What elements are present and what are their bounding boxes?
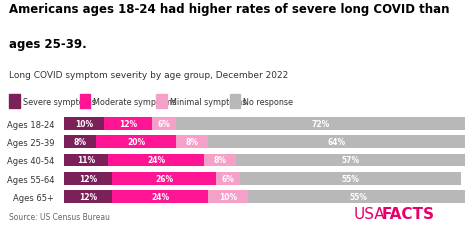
Text: Severe symptoms: Severe symptoms xyxy=(23,97,96,106)
Bar xyxy=(208,136,465,148)
Bar xyxy=(108,154,204,167)
Bar xyxy=(64,172,112,185)
Text: No response: No response xyxy=(243,97,293,106)
Bar xyxy=(64,136,96,148)
Bar xyxy=(236,154,465,167)
Bar xyxy=(152,117,176,130)
Text: Source: US Census Bureau: Source: US Census Bureau xyxy=(9,212,110,221)
Text: 24%: 24% xyxy=(147,156,165,165)
Text: 8%: 8% xyxy=(186,137,199,147)
Text: FACTS: FACTS xyxy=(382,206,435,221)
Text: 12%: 12% xyxy=(119,119,137,128)
Bar xyxy=(216,172,240,185)
Text: 8%: 8% xyxy=(73,137,87,147)
Text: 55%: 55% xyxy=(341,174,359,183)
Bar xyxy=(64,117,104,130)
Bar xyxy=(64,191,112,203)
Bar xyxy=(104,117,152,130)
Text: Americans ages 18-24 had higher rates of severe long COVID than: Americans ages 18-24 had higher rates of… xyxy=(9,3,450,16)
Bar xyxy=(176,117,465,130)
Text: 64%: 64% xyxy=(327,137,346,147)
Bar xyxy=(204,154,236,167)
Text: USA: USA xyxy=(353,206,385,221)
Text: 10%: 10% xyxy=(75,119,93,128)
Text: Minimal symptoms: Minimal symptoms xyxy=(170,97,246,106)
Bar xyxy=(176,136,208,148)
Text: 10%: 10% xyxy=(219,192,237,202)
Text: ages 25-39.: ages 25-39. xyxy=(9,38,87,51)
Bar xyxy=(112,172,216,185)
Bar xyxy=(96,136,176,148)
Text: 72%: 72% xyxy=(311,119,329,128)
Text: 12%: 12% xyxy=(79,192,97,202)
Text: 6%: 6% xyxy=(222,174,235,183)
Text: Long COVID symptom severity by age group, December 2022: Long COVID symptom severity by age group… xyxy=(9,71,289,80)
Text: 11%: 11% xyxy=(77,156,95,165)
Bar xyxy=(64,154,108,167)
Text: 12%: 12% xyxy=(79,174,97,183)
Bar xyxy=(208,191,248,203)
Text: 20%: 20% xyxy=(127,137,145,147)
Text: Moderate symptoms: Moderate symptoms xyxy=(93,97,176,106)
Text: 55%: 55% xyxy=(349,192,367,202)
Text: 26%: 26% xyxy=(155,174,173,183)
Text: 6%: 6% xyxy=(158,119,171,128)
Bar xyxy=(248,191,468,203)
Text: 8%: 8% xyxy=(214,156,227,165)
Bar xyxy=(112,191,208,203)
Text: 24%: 24% xyxy=(151,192,169,202)
Text: 57%: 57% xyxy=(341,156,359,165)
Bar xyxy=(240,172,461,185)
